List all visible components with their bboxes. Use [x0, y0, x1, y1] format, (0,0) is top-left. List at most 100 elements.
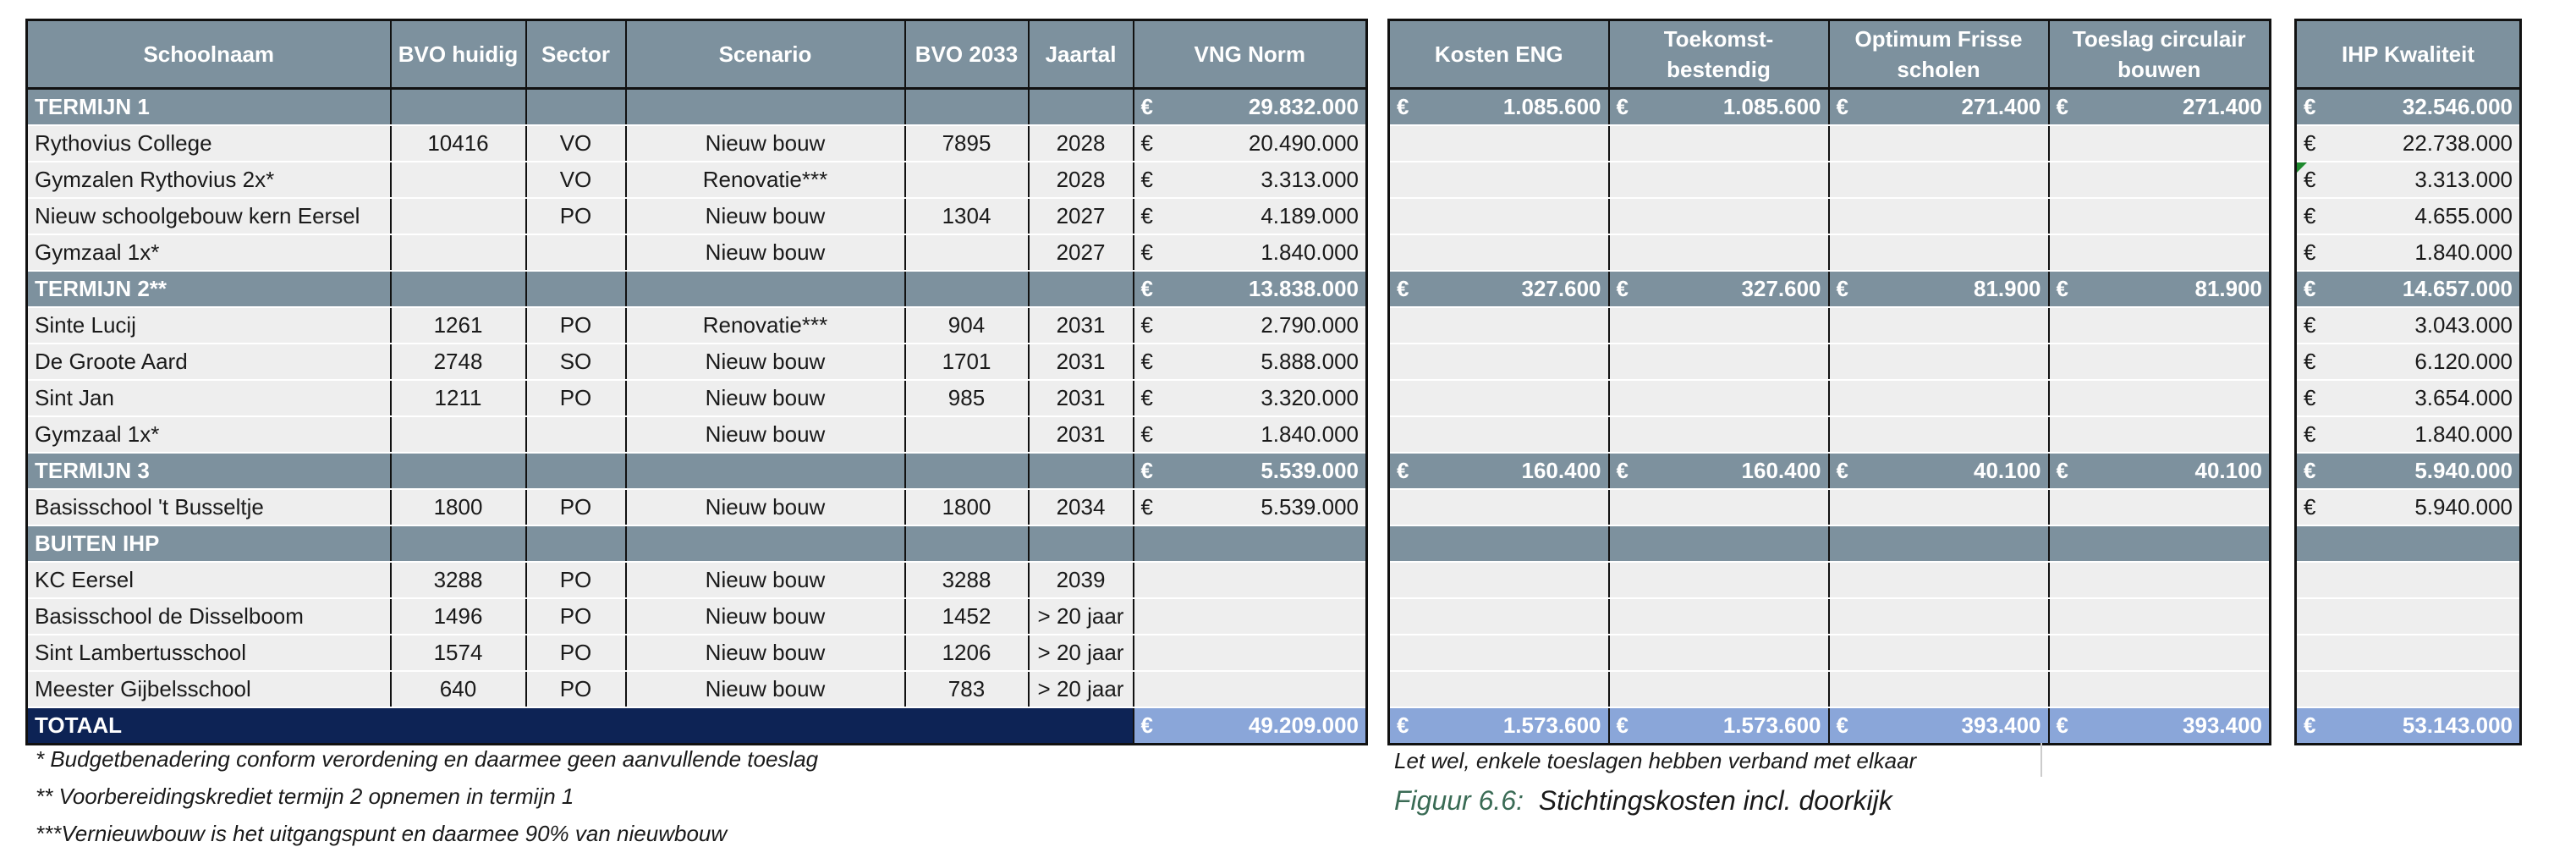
school-name: Sint Jan: [25, 379, 392, 417]
section-circ-value-currency: €: [2047, 270, 2079, 308]
empty-surcharge-currency: [2047, 597, 2079, 635]
section-ihp-value-currency: €: [2294, 270, 2326, 308]
empty-surcharge-currency: [1607, 634, 1640, 672]
table-row: [1387, 161, 2271, 199]
vng-value: 4.189.000: [1163, 197, 1368, 235]
empty-surcharge-currency: [2047, 197, 2079, 235]
section-opt-value: 40.100: [1859, 452, 2050, 490]
table-row: [2294, 597, 2522, 635]
bvo-huidig: 1496: [389, 597, 527, 635]
empty-surcharge: [1859, 343, 2050, 381]
table-row: Sint Jan 1211 PO Nieuw bouw 985 2031 €3.320.00…: [25, 379, 1368, 417]
empty-surcharge: [1419, 306, 1610, 344]
empty-surcharge: [1639, 234, 1830, 272]
section-opt-value: [1859, 525, 2050, 563]
empty-surcharge: [1859, 634, 2050, 672]
section-vng-value: 5.539.000: [1163, 452, 1368, 490]
ihp-value: [2326, 670, 2522, 708]
scenario: Renovatie***: [624, 161, 906, 199]
empty-surcharge-currency: [1827, 415, 1859, 454]
empty-surcharge-currency: [1607, 343, 1640, 381]
ihp-value-currency: €: [2294, 124, 2326, 162]
school-name: Nieuw schoolgebouw kern Eersel: [25, 197, 392, 235]
table-row: €22.738.000: [2294, 124, 2522, 162]
ihp-value-currency: €: [2294, 415, 2326, 454]
sector: SO: [525, 343, 627, 381]
section-empty-cell: [624, 270, 906, 308]
total-opt-value-currency: €: [1827, 707, 1859, 745]
empty-surcharge-currency: [1387, 124, 1420, 162]
empty-surcharge-currency: [1827, 634, 1859, 672]
empty-surcharge: [1639, 343, 1830, 381]
jaartal: 2028: [1027, 124, 1134, 162]
table-row: Basisschool 't Busseltje 1800 PO Nieuw bouw…: [25, 488, 1368, 526]
empty-surcharge-currency: [1387, 670, 1420, 708]
scenario: Nieuw bouw: [624, 379, 906, 417]
empty-surcharge: [1859, 306, 2050, 344]
section-toek-value: 1.085.600: [1639, 87, 1830, 126]
section-vng-value-currency: €: [1132, 87, 1164, 126]
total-vng-value: 49.209.000: [1163, 707, 1368, 745]
ihp-value-currency: €: [2294, 379, 2326, 417]
empty-surcharge: [1419, 488, 1610, 526]
section-empty-cell: [525, 452, 627, 490]
vng-value: [1163, 670, 1368, 708]
main-table-header: Schoolnaam BVO huidig Sector Scenario BV…: [25, 19, 1368, 90]
ihp-value: 1.840.000: [2326, 415, 2522, 454]
vng-value: 1.840.000: [1163, 234, 1368, 272]
section-title: BUITEN IHP: [25, 525, 392, 563]
total-opt-value: 393.400: [1859, 707, 2050, 745]
ihp-value-currency: €: [2294, 161, 2326, 199]
comment-marker: [2297, 163, 2307, 173]
vng-value-currency: €: [1132, 379, 1164, 417]
empty-surcharge-currency: [1387, 597, 1420, 635]
empty-surcharge: [1419, 634, 1610, 672]
empty-surcharge: [1639, 124, 1830, 162]
section-empty-cell: [1027, 270, 1134, 308]
empty-surcharge-currency: [2047, 234, 2079, 272]
table-row: KC Eersel 3288 PO Nieuw bouw 3288 2039: [25, 561, 1368, 599]
section-opt-value: 81.900: [1859, 270, 2050, 308]
section-row: [2294, 525, 2522, 563]
ihp-value: [2326, 561, 2522, 599]
table-row: De Groote Aard 2748 SO Nieuw bouw 1701 2031 €5…: [25, 343, 1368, 381]
empty-surcharge-currency: [1387, 415, 1420, 454]
section-vng-value-currency: €: [1132, 270, 1164, 308]
bvo-2033: 1304: [904, 197, 1030, 235]
bvo-2033: 7895: [904, 124, 1030, 162]
empty-surcharge: [2079, 488, 2271, 526]
empty-surcharge-currency: [1607, 306, 1640, 344]
footnote-2: ** Voorbereidingskrediet termijn 2 opnem…: [36, 784, 574, 809]
scenario: Nieuw bouw: [624, 124, 906, 162]
ihp-value: 3.313.000: [2326, 161, 2522, 199]
empty-surcharge: [2079, 670, 2271, 708]
school-name: Gymzalen Rythovius 2x*: [25, 161, 392, 199]
table-row: €3.654.000: [2294, 379, 2522, 417]
table-row: €5.940.000: [2294, 488, 2522, 526]
section-title: TERMIJN 3: [25, 452, 392, 490]
table-row: [1387, 379, 2271, 417]
jaartal: 2031: [1027, 379, 1134, 417]
vng-value-currency: €: [1132, 488, 1164, 526]
bvo-huidig: 1800: [389, 488, 527, 526]
vng-value-currency: [1132, 634, 1164, 672]
empty-surcharge-currency: [1387, 634, 1420, 672]
vng-value-currency: €: [1132, 343, 1164, 381]
total-circ-value: 393.400: [2079, 707, 2271, 745]
section-ihp-value: [2326, 525, 2522, 563]
sector: PO: [525, 561, 627, 599]
bvo-huidig: 1211: [389, 379, 527, 417]
sector: PO: [525, 306, 627, 344]
section-toek-value: [1639, 525, 1830, 563]
table-row: €4.655.000: [2294, 197, 2522, 235]
vng-value-currency: €: [1132, 415, 1164, 454]
empty-surcharge: [1419, 161, 1610, 199]
col-ihp-kwaliteit: IHP Kwaliteit: [2294, 19, 2522, 90]
section-empty-cell: [525, 525, 627, 563]
jaartal: 2031: [1027, 306, 1134, 344]
section-ihp-value-currency: €: [2294, 452, 2326, 490]
bvo-huidig: [389, 415, 527, 454]
school-name: Sinte Lucij: [25, 306, 392, 344]
empty-surcharge: [1639, 634, 1830, 672]
table-row: Gymzaal 1x* Nieuw bouw 2027 €1.840.000: [25, 234, 1368, 272]
